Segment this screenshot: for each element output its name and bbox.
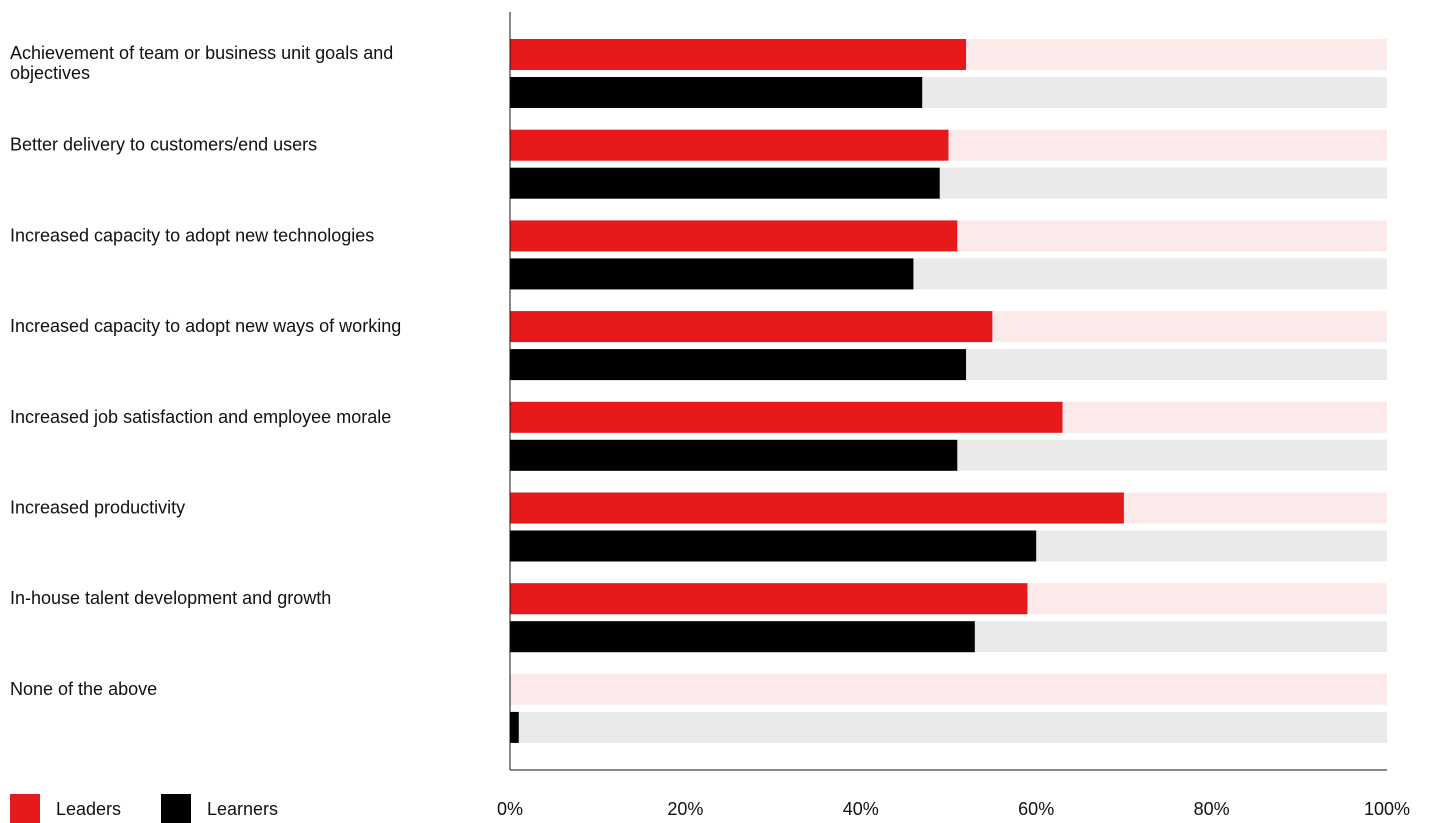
legend-label-leaders: Leaders — [56, 799, 121, 819]
bar-track-leaders — [510, 673, 1387, 705]
category-label: Increased productivity — [10, 498, 185, 518]
bar-learners — [510, 439, 958, 471]
category-label: Increased capacity to adopt new technolo… — [10, 225, 374, 245]
x-tick-label: 100% — [1364, 799, 1410, 819]
bar-leaders — [510, 220, 958, 252]
bar-learners — [510, 621, 975, 653]
bar-learners — [510, 530, 1037, 562]
x-tick-label: 80% — [1194, 799, 1230, 819]
legend: Leaders Learners — [10, 794, 278, 823]
category-label: Better delivery to customers/end users — [10, 135, 317, 155]
legend-swatch-leaders — [10, 794, 40, 823]
bars — [510, 39, 1124, 743]
x-tick-label: 20% — [667, 799, 703, 819]
category-labels: Achievement of team or business unit goa… — [10, 43, 401, 699]
category-label: Increased capacity to adopt new ways of … — [10, 316, 401, 336]
bar-learners — [510, 258, 914, 290]
x-tick-label: 60% — [1018, 799, 1054, 819]
bar-leaders — [510, 401, 1063, 433]
bar-leaders — [510, 583, 1028, 615]
bar-leaders — [510, 39, 967, 70]
bar-track-learners — [510, 711, 1387, 743]
bar-learners — [510, 77, 923, 108]
x-tick-label: 0% — [497, 799, 523, 819]
category-label: Increased job satisfaction and employee … — [10, 407, 391, 427]
legend-label-learners: Learners — [207, 799, 278, 819]
x-tick-label: 40% — [843, 799, 879, 819]
category-label: In-house talent development and growth — [10, 588, 331, 608]
x-tick-labels: 0% 20% 40% 60% 80% 100% — [497, 799, 1410, 819]
bar-leaders — [510, 311, 993, 343]
bar-learners — [510, 167, 940, 199]
category-label: Achievement of team or business unit goa… — [10, 43, 393, 83]
bar-learners — [510, 711, 519, 743]
legend-swatch-learners — [161, 794, 191, 823]
category-label: None of the above — [10, 679, 157, 699]
bar-learners — [510, 349, 967, 381]
bar-leaders — [510, 129, 949, 161]
bar-leaders — [510, 492, 1124, 524]
